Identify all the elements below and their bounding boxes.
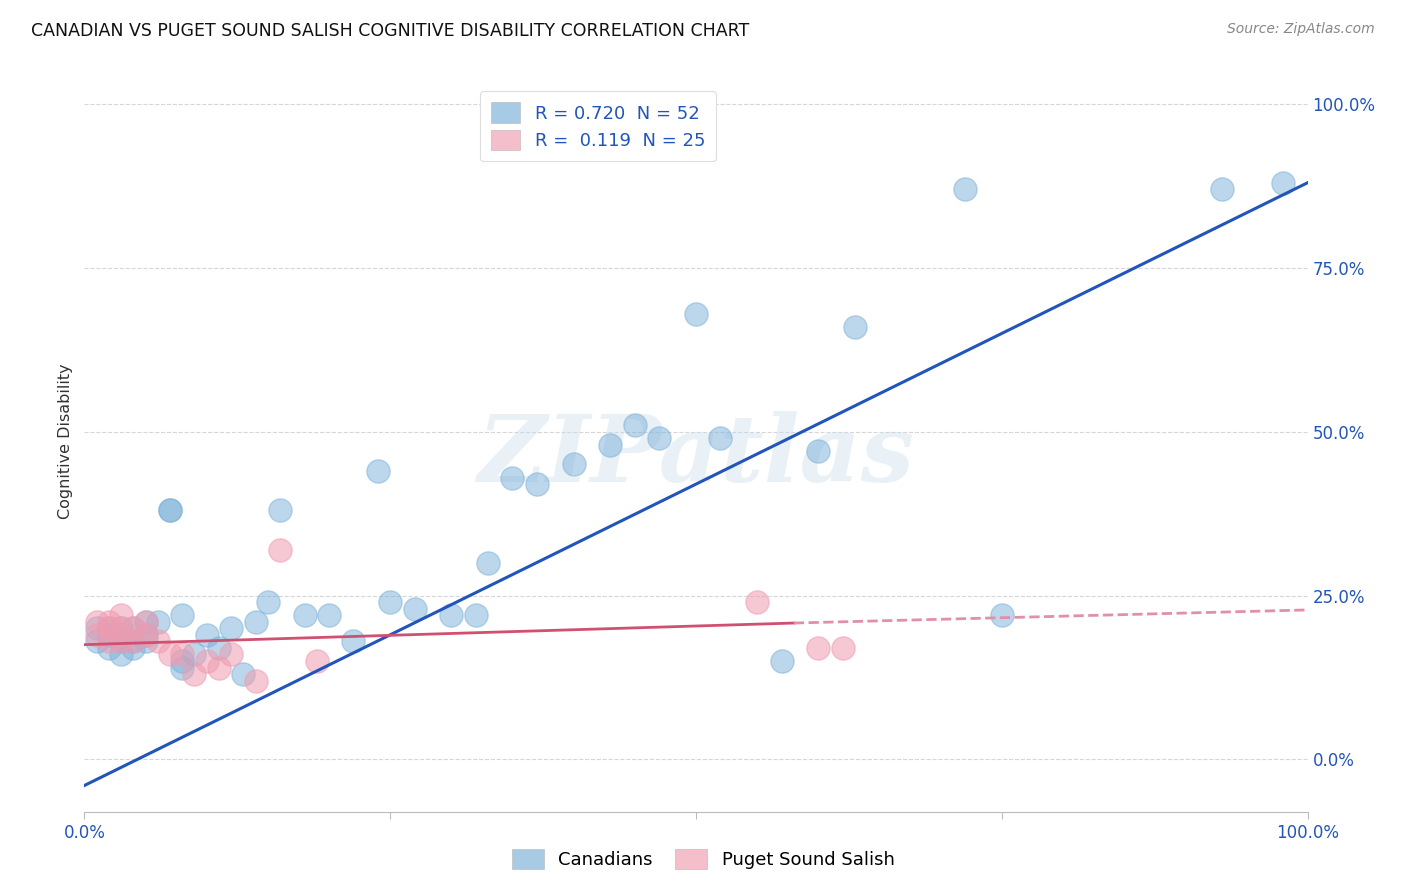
Point <box>97 634 120 648</box>
Point <box>97 621 120 635</box>
Point <box>135 628 157 642</box>
Point <box>195 654 218 668</box>
Point <box>526 477 548 491</box>
Point <box>685 307 707 321</box>
Point <box>172 654 194 668</box>
Point <box>770 654 793 668</box>
Point <box>599 438 621 452</box>
Point <box>380 595 402 609</box>
Point <box>318 608 340 623</box>
Point <box>86 634 108 648</box>
Point <box>562 458 585 472</box>
Text: CANADIAN VS PUGET SOUND SALISH COGNITIVE DISABILITY CORRELATION CHART: CANADIAN VS PUGET SOUND SALISH COGNITIVE… <box>31 22 749 40</box>
Point <box>624 418 647 433</box>
Point <box>257 595 280 609</box>
Point <box>269 542 291 557</box>
Point <box>159 648 181 662</box>
Point <box>464 608 486 623</box>
Point <box>110 634 132 648</box>
Point <box>135 634 157 648</box>
Point <box>208 640 231 655</box>
Point <box>122 634 145 648</box>
Point <box>440 608 463 623</box>
Point <box>844 319 866 334</box>
Point <box>122 621 145 635</box>
Point <box>1272 176 1295 190</box>
Point <box>122 621 145 635</box>
Point <box>86 621 108 635</box>
Point <box>110 634 132 648</box>
Legend: Canadians, Puget Sound Salish: Canadians, Puget Sound Salish <box>502 839 904 879</box>
Point <box>172 660 194 674</box>
Legend: R = 0.720  N = 52, R =  0.119  N = 25: R = 0.720 N = 52, R = 0.119 N = 25 <box>481 92 716 161</box>
Point <box>232 667 254 681</box>
Point <box>146 615 169 629</box>
Point <box>183 648 205 662</box>
Point <box>648 431 671 445</box>
Point <box>1211 182 1233 196</box>
Point <box>245 615 267 629</box>
Point <box>97 640 120 655</box>
Point <box>183 667 205 681</box>
Point <box>86 615 108 629</box>
Point <box>367 464 389 478</box>
Point <box>97 621 120 635</box>
Text: ZIPatlas: ZIPatlas <box>478 411 914 501</box>
Y-axis label: Cognitive Disability: Cognitive Disability <box>58 364 73 519</box>
Point <box>991 608 1014 623</box>
Point <box>97 628 120 642</box>
Point <box>110 648 132 662</box>
Point <box>219 648 242 662</box>
Point <box>208 660 231 674</box>
Point <box>269 503 291 517</box>
Point <box>159 503 181 517</box>
Point <box>953 182 976 196</box>
Point <box>110 621 132 635</box>
Point <box>135 628 157 642</box>
Point <box>294 608 316 623</box>
Point <box>807 640 830 655</box>
Point <box>110 608 132 623</box>
Point <box>245 673 267 688</box>
Point <box>122 640 145 655</box>
Point <box>831 640 853 655</box>
Point <box>122 634 145 648</box>
Point <box>305 654 328 668</box>
Point <box>219 621 242 635</box>
Point <box>342 634 364 648</box>
Point <box>97 615 120 629</box>
Point <box>502 470 524 484</box>
Point <box>477 556 499 570</box>
Point <box>86 628 108 642</box>
Point <box>172 608 194 623</box>
Point <box>709 431 731 445</box>
Point <box>110 621 132 635</box>
Point <box>807 444 830 458</box>
Point <box>135 615 157 629</box>
Text: Source: ZipAtlas.com: Source: ZipAtlas.com <box>1227 22 1375 37</box>
Point <box>195 628 218 642</box>
Point <box>404 601 426 615</box>
Point <box>146 634 169 648</box>
Point <box>159 503 181 517</box>
Point <box>135 615 157 629</box>
Point <box>747 595 769 609</box>
Point <box>172 648 194 662</box>
